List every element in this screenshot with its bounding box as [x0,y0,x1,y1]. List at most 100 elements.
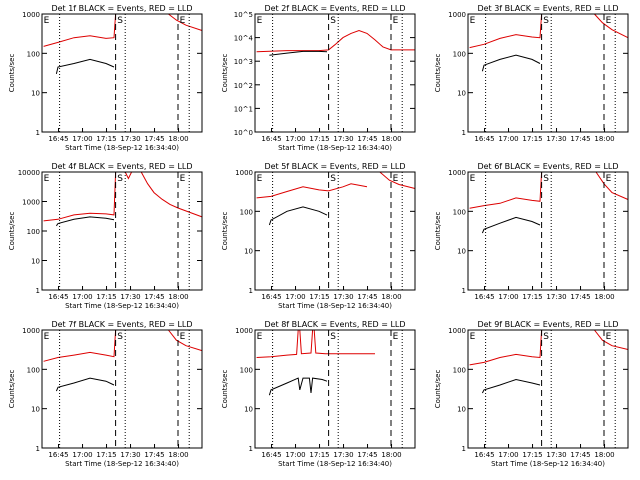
x-tick-label: 16:45 [474,451,494,459]
x-tick-label: 18:00 [168,293,188,301]
y-axis-label: Counts/sec [221,370,229,409]
marker-label: E [470,174,476,184]
x-tick-label: 17:30 [120,135,140,143]
y-tick-label: 10 [244,248,253,256]
red-lld-curve [469,13,543,49]
marker-label: E [180,332,186,342]
marker-label: E [44,174,50,184]
x-tick-label: 16:45 [474,135,494,143]
x-tick-label: 17:00 [285,293,305,301]
x-tick-label: 17:00 [498,135,518,143]
x-tick-label: 17:45 [570,135,590,143]
marker-label: E [606,174,612,184]
black-events-curve [55,216,115,227]
plot-frame [254,329,416,449]
y-tick-label: 1000 [448,169,466,177]
red-lld-curve [469,329,543,366]
x-tick-label: 17:30 [333,293,353,301]
y-tick-label: 1 [36,129,40,137]
x-tick-label: 17:15 [522,451,542,459]
y-tick-label: 100 [240,366,253,374]
y-axis-label: Counts/sec [434,54,442,93]
x-tick-label: 17:15 [309,451,329,459]
red-lld-curve [379,171,416,189]
black-events-curve [268,206,328,226]
x-tick-label: 17:15 [309,293,329,301]
y-axis-label: Counts/sec [8,212,16,251]
marker-label: E [180,16,186,26]
x-tick-label: 17:00 [498,293,518,301]
y-axis-label: Counts/sec [8,54,16,93]
y-axis-label: Counts/sec [221,54,229,93]
x-tick-label: 17:45 [570,451,590,459]
x-axis-label: Start Time (18-Sep-12 16:34:40) [65,460,179,468]
x-tick-label: 17:00 [72,293,92,301]
red-lld-curve [469,171,543,209]
panel-title: Det 9f BLACK = Events, RED = LLD [477,320,618,329]
y-tick-label: 1 [36,445,40,453]
panel-title: Det 2f BLACK = Events, RED = LLD [264,4,405,13]
panel-title: Det 6f BLACK = Events, RED = LLD [477,162,618,171]
x-tick-label: 17:30 [120,451,140,459]
panel-title: Det 1f BLACK = Events, RED = LLD [51,4,192,13]
x-tick-label: 18:00 [381,293,401,301]
y-tick-label: 100 [453,50,466,58]
y-tick-label: 1000 [448,327,466,335]
plot-frame [254,13,416,133]
y-tick-label: 1000 [22,327,40,335]
y-tick-label: 10^5 [234,11,253,19]
red-lld-curve [124,171,133,180]
y-tick-label: 100 [453,366,466,374]
y-tick-label: 10 [457,90,466,98]
y-tick-label: 1000 [235,169,253,177]
red-lld-curve [594,329,629,350]
panel-title: Det 8f BLACK = Events, RED = LLD [264,320,405,329]
x-tick-label: 17:00 [285,135,305,143]
plot-frame [467,329,629,449]
y-tick-label: 100 [27,366,40,374]
marker-label: S [330,332,336,342]
red-lld-curve [43,329,117,362]
black-events-curve [55,377,115,392]
x-tick-label: 17:45 [357,451,377,459]
x-tick-label: 17:30 [546,451,566,459]
marker-label: E [470,332,476,342]
x-tick-label: 18:00 [594,293,614,301]
x-tick-label: 16:45 [261,451,281,459]
x-axis-label: Start Time (18-Sep-12 16:34:40) [491,460,605,468]
y-tick-label: 1 [249,287,253,295]
y-tick-label: 1 [462,287,466,295]
panel-title: Det 3f BLACK = Events, RED = LLD [477,4,618,13]
black-events-curve [269,50,328,56]
red-lld-curve [256,29,415,53]
x-tick-label: 17:30 [333,451,353,459]
marker-label: E [257,174,263,184]
marker-label: E [257,332,263,342]
y-tick-label: 10 [457,406,466,414]
y-tick-label: 10 [31,258,40,266]
y-tick-label: 1 [462,445,466,453]
marker-label: S [543,174,549,184]
x-tick-label: 17:45 [144,135,164,143]
red-lld-curve [43,13,117,47]
marker-label: E [257,16,263,26]
marker-label: S [330,174,336,184]
marker-label: S [117,16,123,26]
y-axis-label: Counts/sec [221,212,229,251]
y-axis-label: Counts/sec [434,370,442,409]
y-tick-label: 100 [27,50,40,58]
x-tick-label: 17:45 [357,135,377,143]
plot-frame [254,171,416,291]
x-tick-label: 18:00 [594,135,614,143]
x-tick-label: 17:15 [309,135,329,143]
marker-label: E [393,16,399,26]
y-tick-label: 1000 [235,327,253,335]
black-events-curve [268,377,328,396]
x-tick-label: 16:45 [48,293,68,301]
